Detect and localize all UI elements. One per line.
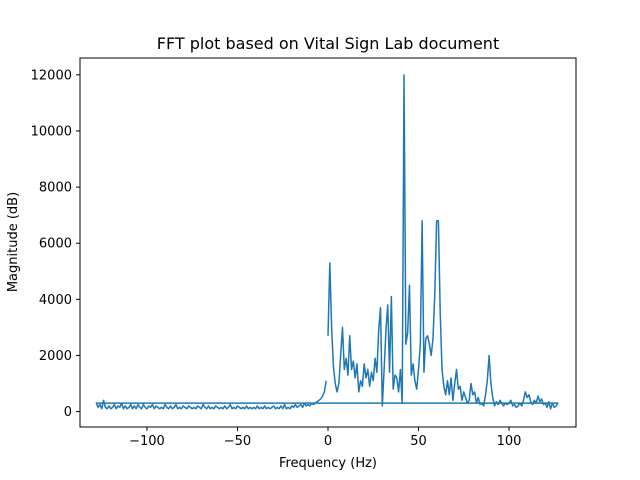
y-tick-label: 6000 bbox=[39, 237, 72, 252]
y-tick-label: 8000 bbox=[39, 181, 72, 196]
series-layer bbox=[95, 74, 559, 410]
y-tick-label: 4000 bbox=[39, 293, 72, 308]
y-tick-label: 10000 bbox=[31, 124, 72, 139]
x-axis-ticks: −100 −50 0 50 100 bbox=[129, 427, 521, 449]
x-tick-label: 50 bbox=[410, 434, 427, 449]
x-tick-label: 100 bbox=[497, 434, 522, 449]
x-axis-label: Frequency (Hz) bbox=[279, 456, 377, 471]
y-tick-label: 12000 bbox=[31, 68, 72, 83]
x-tick-label: 0 bbox=[324, 434, 332, 449]
plot-area: −100 −50 0 50 100 0 2000 4000 6000 8000 10000 1200… bbox=[31, 57, 577, 449]
y-tick-label: 2000 bbox=[39, 349, 72, 364]
series-line-0 bbox=[95, 74, 559, 410]
x-tick-label: −50 bbox=[224, 434, 251, 449]
x-tick-label: −100 bbox=[129, 434, 165, 449]
y-axis-label: Magnitude (dB) bbox=[6, 192, 21, 292]
y-tick-label: 0 bbox=[64, 405, 72, 420]
chart-title: FFT plot based on Vital Sign Lab documen… bbox=[157, 34, 499, 53]
y-axis-ticks: 0 2000 4000 6000 8000 10000 12000 bbox=[31, 68, 80, 420]
